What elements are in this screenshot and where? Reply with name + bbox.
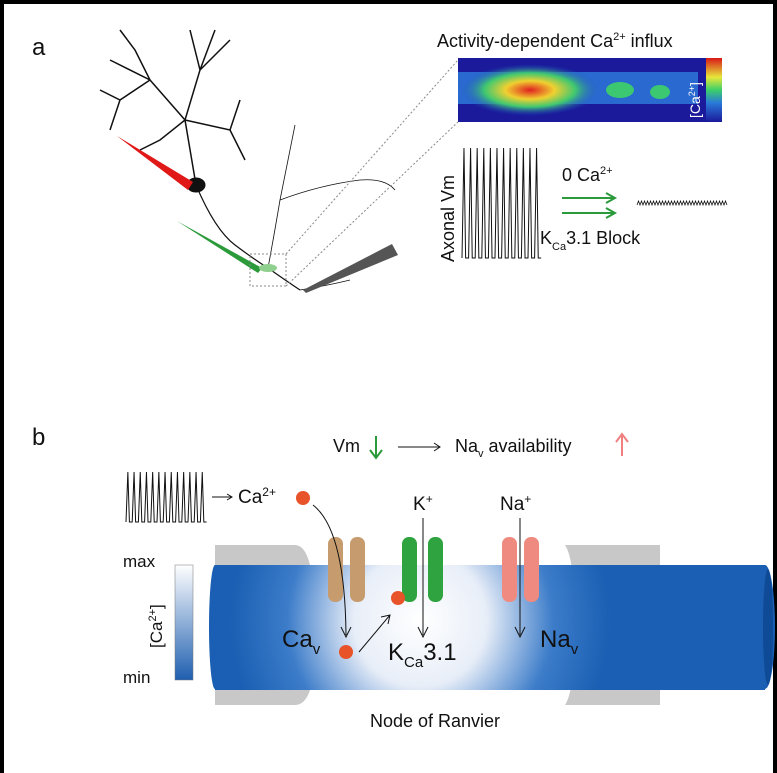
text-part: Ca xyxy=(282,626,313,653)
recording-site xyxy=(259,264,277,272)
up-arrow xyxy=(616,434,628,456)
text-part: K xyxy=(540,228,552,248)
suppressed-trace xyxy=(637,201,727,205)
text-part: Na xyxy=(540,626,571,653)
condition-label: 0 Ca2+ xyxy=(562,165,613,185)
panel-label: a xyxy=(32,34,46,61)
vm-label: Vm xyxy=(333,436,360,456)
text-part: ] xyxy=(147,604,166,609)
spike-train xyxy=(126,472,207,522)
text-part: [Ca xyxy=(687,96,703,118)
text-part: + xyxy=(426,492,433,506)
arrow xyxy=(212,494,232,500)
text-part: + xyxy=(524,492,531,506)
scale-label: [Ca2+] xyxy=(147,604,166,648)
text-part: K xyxy=(388,639,404,666)
text-part: influx xyxy=(626,31,673,51)
text-part: v xyxy=(313,641,321,658)
text-part: 2+ xyxy=(262,485,276,499)
axon xyxy=(209,545,775,705)
text-part: Ca xyxy=(238,487,263,508)
figure: a Activity-dependent Ca2+ influx [Ca2+] … xyxy=(0,0,777,773)
structure-label: Node of Ranvier xyxy=(370,711,500,731)
text-part: availability xyxy=(484,436,572,456)
text-part: K xyxy=(413,494,426,515)
arrow xyxy=(398,443,440,451)
text-part: 3.1 xyxy=(423,639,456,666)
text-part: 3.1 Block xyxy=(566,228,641,248)
calcium-ion xyxy=(391,591,405,605)
text-part: Ca xyxy=(404,654,424,671)
pipette xyxy=(117,136,193,190)
text-part: [Ca xyxy=(147,621,166,648)
text-part: 2+ xyxy=(600,165,613,177)
down-arrow xyxy=(370,436,382,458)
text-part: 2+ xyxy=(687,86,697,96)
ion-label: Na+ xyxy=(500,492,531,515)
inset-guide xyxy=(286,60,458,286)
arrow xyxy=(562,193,615,218)
text-part: Ca xyxy=(552,241,567,253)
text-part: Na xyxy=(455,436,479,456)
neuron xyxy=(100,30,395,290)
text-part: 2+ xyxy=(613,31,626,43)
text-part: v xyxy=(571,641,579,658)
calcium-image xyxy=(458,58,722,122)
text-part: Activity-dependent Ca xyxy=(437,31,614,51)
panel-label: b xyxy=(32,424,45,451)
trace-label: Axonal Vm xyxy=(438,175,458,262)
text-part: 0 Ca xyxy=(562,165,601,185)
text-part: Na xyxy=(500,494,525,515)
color-scale xyxy=(175,565,193,680)
ion-label: Ca2+ xyxy=(238,485,276,508)
text-part: ] xyxy=(687,82,703,86)
calcium-ion xyxy=(339,645,353,659)
scale-min: min xyxy=(123,668,150,687)
calcium-ion xyxy=(296,491,310,505)
scale-max: max xyxy=(123,552,156,571)
condition-label: KCa3.1 Block xyxy=(540,228,641,253)
availability-label: Nav availability xyxy=(455,436,572,460)
channel xyxy=(328,537,539,602)
ion-label: K+ xyxy=(413,492,433,515)
spike-train xyxy=(462,148,541,258)
text-part: 2+ xyxy=(147,609,159,622)
inset-title: Activity-dependent Ca2+ influx xyxy=(437,31,673,51)
pipette xyxy=(303,244,398,293)
